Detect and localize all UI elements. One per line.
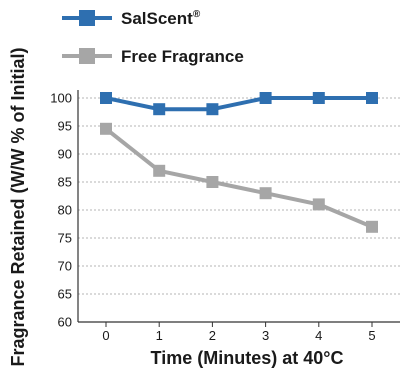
x-tick-label: 0 [102,328,109,343]
y-tick-label: 60 [58,315,72,330]
data-point-salscent [259,92,272,104]
x-tick-label: 1 [156,328,163,343]
x-tick-label: 3 [262,328,269,343]
legend-series-name: SalScent [121,9,193,28]
data-point-free-fragrance [366,220,378,233]
x-tick-labels: 0 1 2 3 4 5 [102,328,375,343]
data-point-free-fragrance [312,198,325,211]
legend-label-free-fragrance: Free Fragrance [121,47,244,66]
legend: SalScent® Free Fragrance [62,9,244,66]
x-tick-label: 5 [368,328,375,343]
legend-superscript: ® [193,9,201,20]
legend-label-salscent: SalScent® [121,9,201,28]
y-axis-title: Fragrance Retained (W/W % of Initial) [8,47,28,366]
data-point-free-fragrance [206,176,219,188]
legend-marker-salscent [79,10,95,26]
y-tick-label: 75 [58,231,72,246]
data-point-salscent [312,92,325,104]
y-tick-label: 70 [58,259,72,274]
y-tick-label: 90 [58,147,72,162]
x-axis-title: Time (Minutes) at 40°C [151,348,344,368]
data-point-salscent [153,103,166,116]
y-tick-label: 100 [50,91,72,106]
legend-marker-free-fragrance [79,48,95,64]
series-group [100,92,378,233]
data-point-free-fragrance [259,187,272,200]
y-tick-label: 95 [58,119,72,134]
gridlines [78,97,400,295]
series-line-salscent [105,96,372,112]
y-tick-label: 80 [58,203,72,218]
x-tick-label: 4 [315,328,322,343]
legend-series-name: Free Fragrance [121,47,244,66]
data-point-free-fragrance [100,122,112,135]
data-point-free-fragrance [153,164,166,177]
data-point-salscent [366,92,378,104]
data-point-salscent [100,92,112,104]
data-point-salscent [206,103,219,116]
y-tick-label: 85 [58,175,72,190]
series-line-free-fragrance [104,127,373,229]
axes [77,90,400,327]
y-tick-label: 65 [58,287,72,302]
x-tick-label: 2 [209,328,216,343]
y-tick-labels: 60 65 70 75 80 85 90 95 100 [50,91,72,330]
